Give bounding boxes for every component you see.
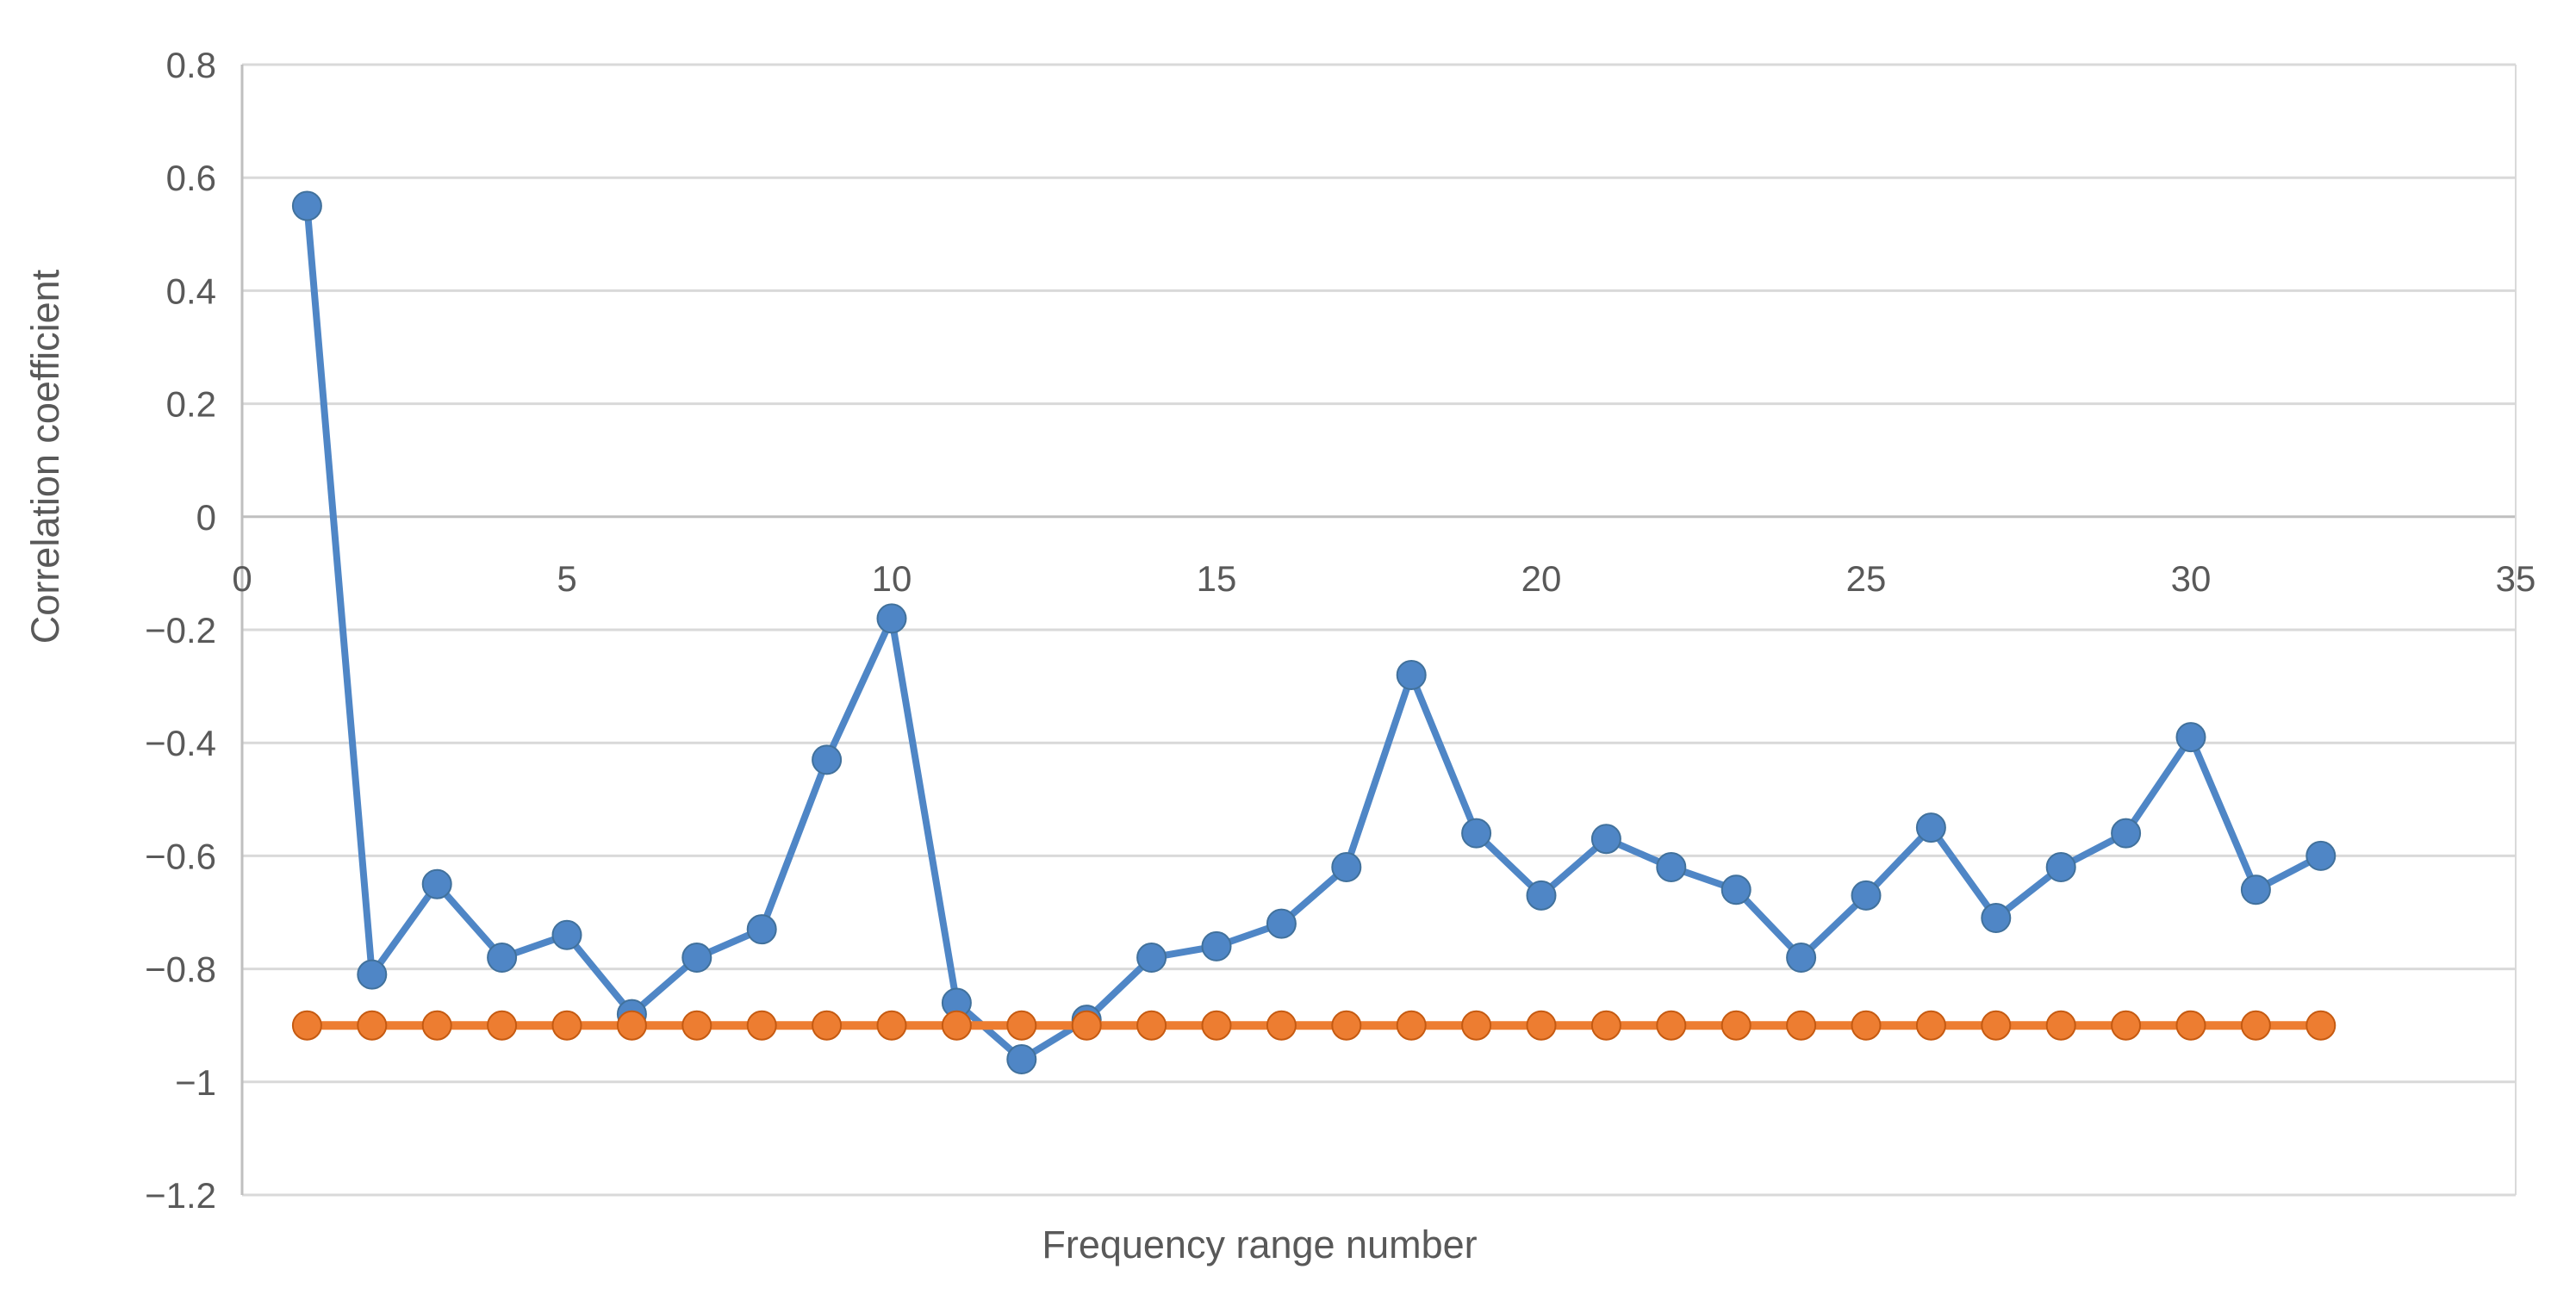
- blue-correlation-series-marker: [1266, 908, 1297, 939]
- blue-correlation-series-marker: [1590, 824, 1621, 855]
- blue-correlation-series-marker: [2305, 840, 2336, 871]
- y-axis-title: Correlation coefficient: [23, 269, 67, 644]
- blue-correlation-series-marker: [2045, 852, 2076, 883]
- y-tick-label: 0.2: [166, 384, 216, 425]
- blue-correlation-series-marker: [1136, 942, 1167, 973]
- x-tick-label: 20: [1521, 558, 1562, 599]
- orange-reference-series-marker: [1851, 1010, 1882, 1041]
- orange-reference-series-marker: [551, 1010, 582, 1041]
- x-tick-label: 35: [2496, 558, 2536, 599]
- blue-correlation-series-marker: [1006, 1044, 1037, 1075]
- orange-reference-series-marker: [1526, 1010, 1557, 1041]
- orange-reference-series-marker: [1590, 1010, 1621, 1041]
- blue-correlation-series-marker: [1201, 930, 1232, 961]
- y-tick-label: −1: [175, 1062, 216, 1103]
- x-tick-label: 0: [232, 558, 252, 599]
- orange-reference-series-marker: [2111, 1010, 2142, 1041]
- orange-reference-series-marker: [941, 1010, 972, 1041]
- blue-correlation-series-marker: [1526, 880, 1557, 911]
- blue-correlation-series-marker: [2240, 874, 2271, 905]
- blue-correlation-series-marker: [357, 959, 388, 990]
- orange-reference-series-marker: [1396, 1010, 1427, 1041]
- y-tick-label: −0.6: [145, 836, 216, 876]
- orange-reference-series-marker: [1461, 1010, 1492, 1041]
- y-tick-label: −1.2: [145, 1175, 216, 1216]
- x-tick-label: 5: [557, 558, 576, 599]
- orange-reference-series-marker: [2305, 1010, 2336, 1041]
- y-tick-label: 0.4: [166, 271, 216, 311]
- orange-reference-series-marker: [1915, 1010, 1946, 1041]
- orange-reference-series-marker: [812, 1010, 843, 1041]
- blue-correlation-series-marker: [1396, 659, 1427, 690]
- orange-reference-series-marker: [421, 1010, 452, 1041]
- orange-reference-series-marker: [1266, 1010, 1297, 1041]
- orange-reference-series-marker: [357, 1010, 388, 1041]
- blue-correlation-series-marker: [1656, 852, 1687, 883]
- blue-correlation-series-marker: [681, 942, 712, 973]
- orange-reference-series-marker: [1006, 1010, 1037, 1041]
- blue-correlation-series-marker: [551, 919, 582, 950]
- blue-correlation-series-marker: [487, 942, 518, 973]
- blue-correlation-series-marker: [1851, 880, 1882, 911]
- y-tick-label: −0.4: [145, 723, 216, 763]
- x-tick-label: 15: [1197, 558, 1237, 599]
- blue-correlation-series-marker: [1461, 818, 1492, 849]
- x-tick-label: 25: [1846, 558, 1887, 599]
- orange-reference-series-marker: [291, 1010, 322, 1041]
- blue-correlation-series-marker: [1331, 852, 1362, 883]
- blue-correlation-series-marker: [1915, 812, 1946, 843]
- y-tick-label: 0: [196, 497, 216, 538]
- blue-correlation-series-marker: [876, 603, 907, 634]
- y-tick-label: −0.8: [145, 949, 216, 990]
- orange-reference-series-marker: [487, 1010, 518, 1041]
- blue-correlation-series-marker: [2111, 818, 2142, 849]
- x-axis-title: Frequency range number: [1042, 1223, 1478, 1266]
- orange-reference-series-marker: [1136, 1010, 1167, 1041]
- y-tick-label: 0.6: [166, 158, 216, 198]
- blue-correlation-series-marker: [1786, 942, 1817, 973]
- orange-reference-series-marker: [2045, 1010, 2076, 1041]
- blue-correlation-series-line: [303, 202, 2324, 1063]
- orange-reference-series-marker: [2175, 1010, 2206, 1041]
- blue-correlation-series-marker: [746, 914, 777, 945]
- orange-reference-series-marker: [1720, 1010, 1752, 1041]
- orange-reference-series-marker: [876, 1010, 907, 1041]
- orange-reference-series-marker: [616, 1010, 647, 1041]
- orange-reference-series-marker: [1071, 1010, 1102, 1041]
- x-tick-label: 30: [2171, 558, 2212, 599]
- blue-correlation-series-marker: [1981, 903, 2012, 934]
- orange-reference-series-marker: [1201, 1010, 1232, 1041]
- orange-reference-series-marker: [1331, 1010, 1362, 1041]
- orange-reference-series-marker: [746, 1010, 777, 1041]
- blue-correlation-series-marker: [812, 744, 843, 775]
- blue-correlation-series-marker: [2175, 722, 2206, 753]
- orange-reference-series-marker: [1981, 1010, 2012, 1041]
- blue-correlation-series-marker: [421, 868, 452, 899]
- blue-correlation-series-marker: [291, 190, 322, 221]
- orange-reference-series-marker: [681, 1010, 712, 1041]
- y-tick-label: −0.2: [145, 610, 216, 650]
- blue-correlation-series-marker: [1720, 874, 1752, 905]
- orange-reference-series-marker: [1786, 1010, 1817, 1041]
- y-tick-label: 0.8: [166, 45, 216, 85]
- x-tick-label: 10: [872, 558, 912, 599]
- orange-reference-series-marker: [2240, 1010, 2271, 1041]
- orange-reference-series-marker: [1656, 1010, 1687, 1041]
